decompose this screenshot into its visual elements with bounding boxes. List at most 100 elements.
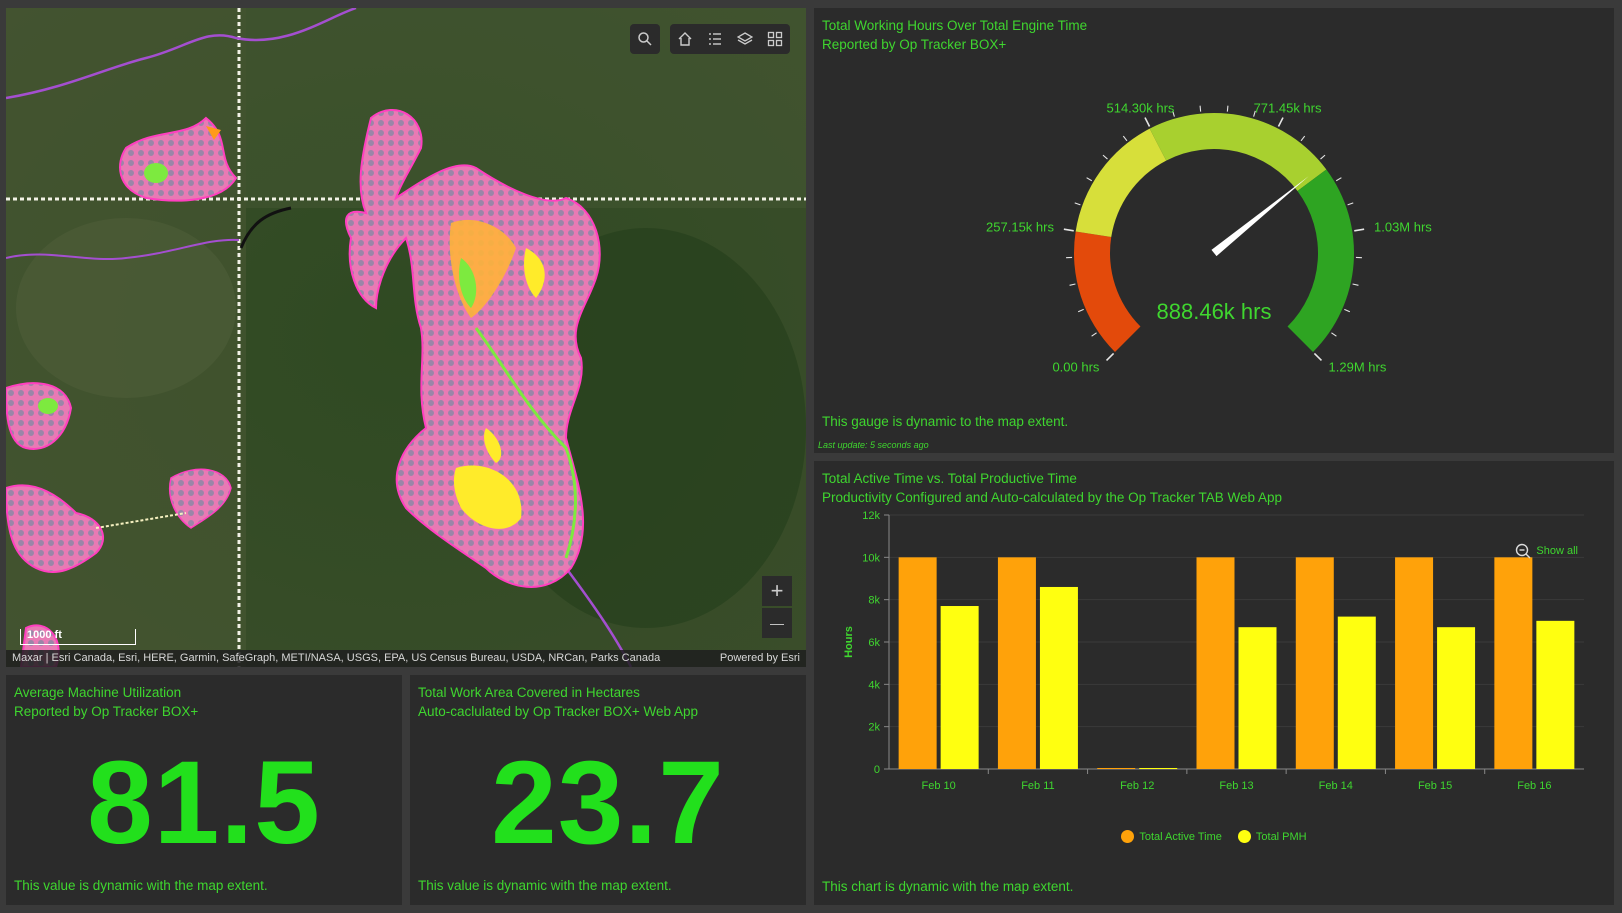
bar-active[interactable] bbox=[997, 557, 1036, 769]
utilization-value: 81.5 bbox=[87, 737, 321, 869]
bar-pmh[interactable] bbox=[1039, 586, 1078, 769]
bar-chart: 0 2k 4k 6k 8k 10k 12k Hours Feb 10 Feb 11 Feb 12 Fe… bbox=[843, 510, 1584, 792]
legend-swatch-active bbox=[1121, 830, 1135, 843]
legend-label-active: Total Active Time bbox=[1139, 830, 1222, 843]
gauge-band-1 bbox=[1075, 128, 1167, 238]
basemap-gallery-icon bbox=[767, 31, 783, 47]
work-area-value: 23.7 bbox=[491, 737, 725, 869]
gauge-tick bbox=[1144, 117, 1151, 127]
work-area-panel: Total Work Area Covered in Hectares Auto… bbox=[410, 675, 806, 905]
x-tick-label: Feb 13 bbox=[1219, 780, 1253, 792]
gauge-title-line2: Reported by Op Tracker BOX+ bbox=[822, 37, 1007, 52]
gauge[interactable]: 0.00 hrs 257.15k hrs 514.30k hrs 771.45k hr… bbox=[814, 8, 1614, 408]
gauge-tick-label: 257.15k hrs bbox=[986, 220, 1054, 235]
bar-active[interactable] bbox=[1295, 557, 1334, 769]
zoom-in-button[interactable]: + bbox=[762, 576, 792, 606]
bar-active[interactable] bbox=[1196, 557, 1235, 769]
gauge-band-0 bbox=[1074, 231, 1141, 352]
bar-pmh[interactable] bbox=[940, 606, 979, 769]
utilization-footer: This value is dynamic with the map exten… bbox=[14, 878, 268, 893]
last-update: Last update: 5 seconds ago bbox=[818, 440, 929, 450]
map-view[interactable]: + — 1000 ft Maxar | Esri Canada, Esri, H… bbox=[6, 8, 806, 667]
legend-item-active[interactable]: Total Active Time bbox=[1121, 830, 1222, 843]
y-axis-label: Hours bbox=[843, 626, 855, 658]
gauge-footer: This gauge is dynamic to the map extent. bbox=[822, 414, 1069, 429]
layers-icon bbox=[737, 32, 753, 45]
gauge-tick bbox=[1074, 202, 1081, 206]
legend-item-pmh[interactable]: Total PMH bbox=[1237, 830, 1307, 843]
x-tick-label: Feb 16 bbox=[1517, 780, 1551, 792]
gauge-tick bbox=[1172, 110, 1175, 117]
chart-title-line1: Total Active Time vs. Total Productive T… bbox=[822, 471, 1077, 486]
y-tick-label: 2k bbox=[868, 722, 880, 734]
gauge-tick bbox=[1102, 154, 1108, 160]
gauge-tick-label: 514.30k hrs bbox=[1106, 101, 1174, 116]
gauge-tick bbox=[1313, 352, 1323, 362]
basemap-gallery-button[interactable] bbox=[760, 24, 790, 54]
gauge-tick bbox=[1122, 135, 1128, 142]
bar-pmh[interactable] bbox=[1437, 627, 1476, 769]
layers-button[interactable] bbox=[730, 24, 760, 54]
work-area-title-line2: Auto-caclulated by Op Tracker BOX+ Web A… bbox=[418, 704, 699, 719]
gauge-tick bbox=[1277, 117, 1284, 127]
gauge-tick bbox=[1331, 332, 1337, 337]
gauge-tick bbox=[1086, 177, 1093, 182]
bar-active[interactable] bbox=[898, 557, 937, 769]
gauge-tick bbox=[1226, 105, 1229, 112]
work-area-title-line1: Total Work Area Covered in Hectares bbox=[418, 685, 640, 700]
gauge-band-3 bbox=[1287, 169, 1354, 352]
y-tick-label: 8k bbox=[868, 595, 880, 607]
chart-title: Total Active Time vs. Total Productive T… bbox=[822, 469, 1282, 507]
gauge-tick bbox=[1105, 352, 1115, 362]
home-button[interactable] bbox=[670, 24, 700, 54]
bar-pmh[interactable] bbox=[1139, 768, 1178, 769]
legend-swatch-pmh bbox=[1237, 830, 1251, 843]
y-tick-label: 0 bbox=[874, 764, 880, 776]
zoom-out-icon bbox=[1516, 543, 1531, 559]
y-tick-label: 4k bbox=[868, 679, 880, 691]
attribution-text[interactable]: Maxar | Esri Canada, Esri, HERE, Garmin,… bbox=[12, 652, 661, 664]
x-tick-label: Feb 12 bbox=[1120, 780, 1154, 792]
gauge-needle bbox=[1211, 176, 1309, 257]
chart-footer: This chart is dynamic with the map exten… bbox=[822, 879, 1074, 894]
bar-pmh[interactable] bbox=[1337, 616, 1376, 769]
utilization-title-line2: Reported by Op Tracker BOX+ bbox=[14, 704, 199, 719]
satellite-basemap[interactable] bbox=[6, 8, 806, 667]
legend-button[interactable] bbox=[700, 24, 730, 54]
bar-pmh[interactable] bbox=[1536, 620, 1575, 769]
gauge-tick-label: 0.00 hrs bbox=[1052, 360, 1099, 375]
y-tick-label: 10k bbox=[862, 552, 880, 564]
work-area-footer: This value is dynamic with the map exten… bbox=[418, 878, 672, 893]
gauge-tick bbox=[1344, 308, 1351, 313]
gauge-tick-label: 1.29M hrs bbox=[1329, 360, 1387, 375]
gauge-tick bbox=[1199, 105, 1202, 112]
chart-title-line2: Productivity Configured and Auto-calcula… bbox=[822, 490, 1283, 505]
x-tick-label: Feb 15 bbox=[1418, 780, 1452, 792]
gauge-panel: Total Working Hours Over Total Engine Ti… bbox=[814, 8, 1614, 453]
x-tick-label: Feb 10 bbox=[922, 780, 956, 792]
zoom-out-button[interactable]: — bbox=[762, 608, 792, 638]
y-tick-label: 6k bbox=[868, 637, 880, 649]
work-area-title: Total Work Area Covered in Hectares Auto… bbox=[418, 683, 698, 721]
search-button[interactable] bbox=[630, 24, 660, 54]
bar-pmh[interactable] bbox=[1238, 627, 1277, 769]
bar-active[interactable] bbox=[1395, 557, 1434, 769]
home-icon bbox=[678, 32, 692, 46]
gauge-tick bbox=[1077, 308, 1084, 313]
x-tick-label: Feb 11 bbox=[1021, 780, 1054, 792]
gauge-band-2 bbox=[1149, 113, 1327, 191]
bar-active[interactable] bbox=[1494, 557, 1533, 769]
powered-by-esri[interactable]: Powered by Esri bbox=[719, 652, 800, 664]
show-all-button[interactable]: Show all bbox=[1515, 543, 1578, 559]
scale-bar: 1000 ft bbox=[20, 629, 136, 645]
bar-active[interactable] bbox=[1097, 768, 1136, 769]
gauge-tick bbox=[1352, 283, 1359, 286]
gauge-tick bbox=[1091, 332, 1097, 337]
gauge-tick bbox=[1354, 228, 1365, 232]
map-tools-toolbar bbox=[670, 24, 790, 54]
gauge-tick-label: 1.03M hrs bbox=[1374, 220, 1432, 235]
gauge-tick-label: 771.45k hrs bbox=[1254, 101, 1322, 116]
utilization-panel: Average Machine Utilization Reported by … bbox=[6, 675, 402, 905]
chart-legend: Total Active Time Total PMH bbox=[814, 830, 1614, 843]
search-icon bbox=[638, 32, 652, 46]
